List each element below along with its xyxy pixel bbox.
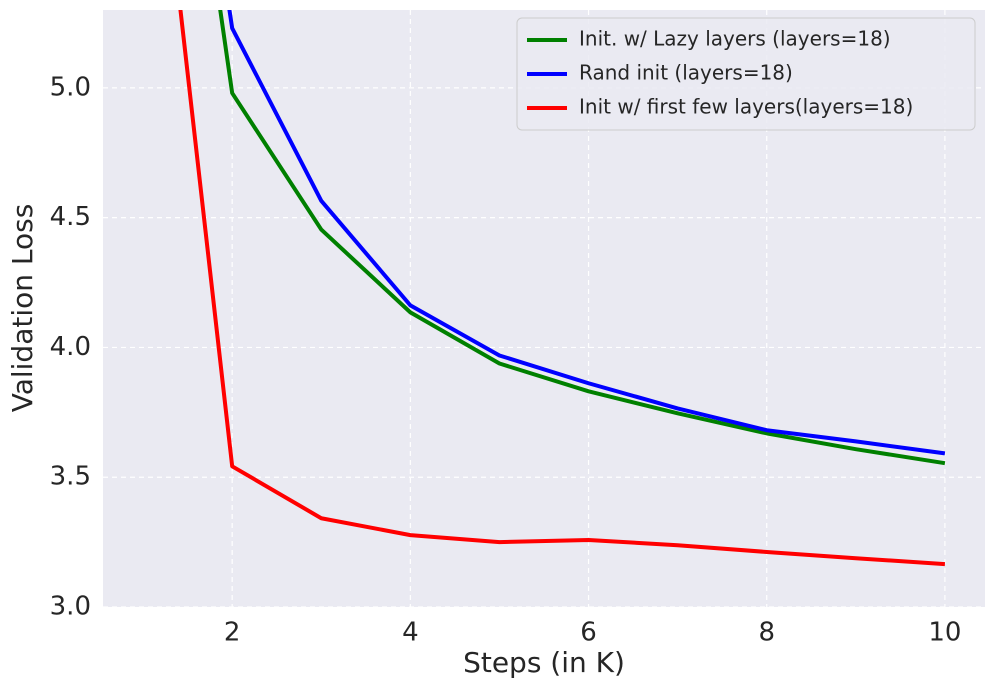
legend-box xyxy=(516,17,976,131)
x-tick-label: 6 xyxy=(580,618,597,648)
y-tick-label: 5.0 xyxy=(50,72,91,102)
legend-label: Init w/ first few layers(layers=18) xyxy=(579,95,913,119)
line-series xyxy=(178,10,946,567)
line-series xyxy=(227,10,946,456)
x-tick-label: 8 xyxy=(758,618,775,648)
x-tick-label: 4 xyxy=(402,618,419,648)
legend-label: Init. w/ Lazy layers (layers=18) xyxy=(579,27,891,51)
y-tick-label: 4.0 xyxy=(50,332,91,362)
x-tick-label: 10 xyxy=(928,618,961,648)
y-axis-label: Validation Loss xyxy=(6,204,39,413)
y-tick-label: 3.5 xyxy=(50,462,91,492)
x-axis-label: Steps (in K) xyxy=(463,646,625,679)
x-tick-label: 2 xyxy=(224,618,241,648)
y-tick-label: 3.0 xyxy=(50,592,91,622)
line-series xyxy=(218,10,946,466)
legend-label: Rand init (layers=18) xyxy=(579,61,793,85)
y-tick-label: 4.5 xyxy=(50,202,91,232)
